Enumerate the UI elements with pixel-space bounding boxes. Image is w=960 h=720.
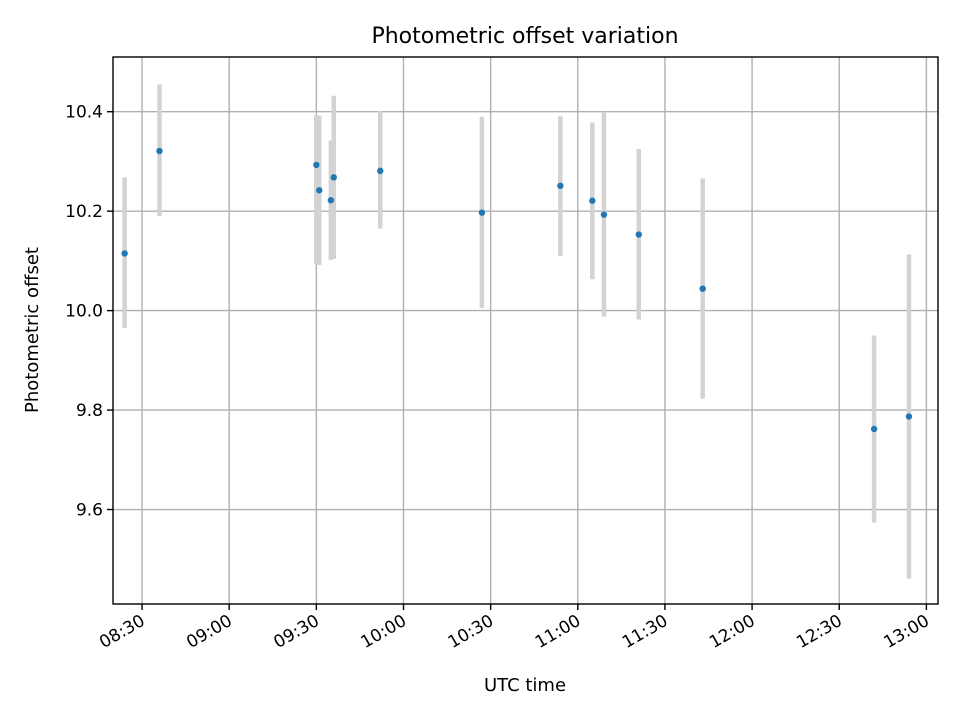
data-point [377, 167, 384, 175]
x-axis-label: UTC time [484, 675, 566, 696]
chart-title: Photometric offset variation [371, 24, 678, 49]
y-tick-labels: 9.6 9.8 10.0 10.2 10.4 [65, 103, 103, 521]
plot-frame [112, 56, 939, 605]
y-tick-label: 9.8 [76, 401, 103, 421]
data-point [600, 211, 608, 218]
grid [113, 57, 938, 604]
data-point [316, 187, 323, 194]
y-tick-label: 10.0 [65, 302, 103, 322]
y-tick-label: 10.2 [65, 202, 103, 222]
data-point [699, 285, 706, 292]
data-point [121, 250, 128, 257]
data-point [330, 174, 337, 181]
data-point [327, 197, 335, 204]
data-point [313, 161, 320, 169]
y-axis-label: Photometric offset [22, 247, 43, 413]
data-point [870, 425, 878, 433]
axis-ticks [107, 110, 928, 610]
data-point [589, 197, 596, 204]
data-point [905, 413, 913, 420]
data-points [121, 147, 913, 433]
data-point [478, 209, 486, 216]
y-tick-label: 9.6 [76, 501, 103, 521]
data-point [557, 182, 564, 189]
data-point [156, 147, 163, 155]
y-tick-label: 10.4 [65, 103, 103, 123]
data-point [635, 231, 642, 238]
